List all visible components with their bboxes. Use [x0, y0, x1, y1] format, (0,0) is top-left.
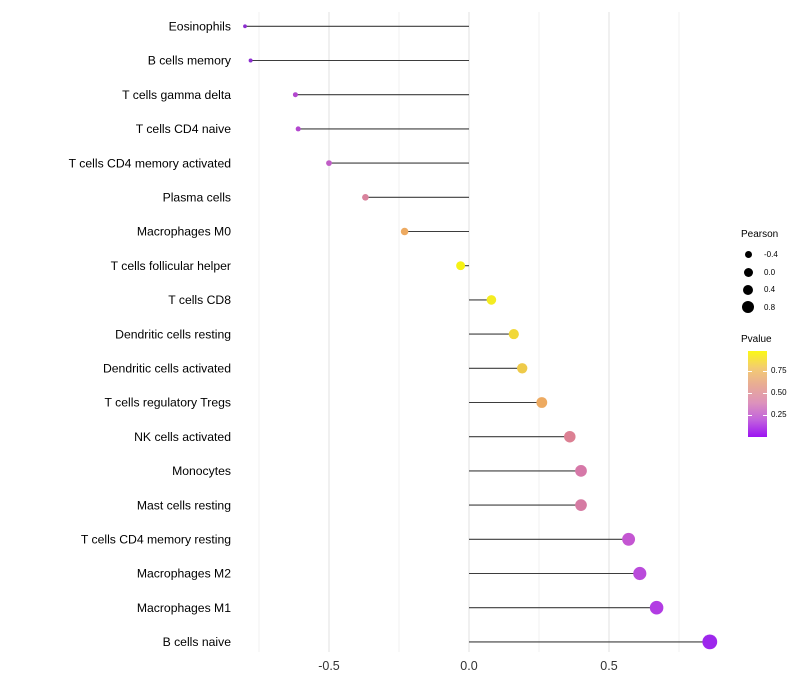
category-label: Monocytes — [172, 464, 231, 478]
lollipop-dot — [295, 126, 301, 132]
lollipop-dot — [702, 634, 718, 650]
size-legend-item: 0.0 — [741, 264, 800, 282]
color-legend-label: 0.50 — [771, 388, 787, 397]
size-legend-item: 0.4 — [741, 281, 800, 299]
category-label: T cells regulatory Tregs — [105, 396, 231, 410]
size-legend-item: 0.8 — [741, 299, 800, 317]
lollipop-dot — [536, 397, 548, 408]
x-axis-tick-label: 0.0 — [460, 659, 477, 673]
lollipop-dot — [362, 193, 369, 201]
pearson-size-legend: Pearson -0.4 0.0 0.4 0.8 — [741, 229, 800, 316]
lollipop-dot — [622, 532, 636, 546]
size-legend-item: -0.4 — [741, 246, 800, 264]
size-legend-label: 0.8 — [764, 302, 776, 312]
category-label: B cells naive — [163, 635, 232, 649]
category-label: B cells memory — [148, 54, 232, 68]
lollipop-dot — [243, 24, 247, 29]
lollipop-dot — [564, 430, 576, 443]
lollipop-dot — [508, 329, 519, 340]
category-label: T cells CD4 memory resting — [81, 533, 231, 547]
color-legend-title: Pvalue — [741, 334, 772, 345]
category-label: T cells gamma delta — [122, 88, 231, 102]
category-label: Dendritic cells resting — [115, 327, 231, 341]
lollipop-dot — [633, 566, 647, 581]
lollipop-dot — [575, 499, 587, 511]
gradient-tick — [748, 393, 767, 394]
lollipop-dot — [326, 160, 332, 166]
lollipop-dot — [486, 295, 497, 305]
size-legend-dot-icon — [742, 284, 754, 295]
size-legend-label: -0.4 — [764, 250, 778, 260]
lollipop-dot — [575, 465, 587, 477]
pvalue-gradient-bar — [748, 351, 767, 437]
lollipop-dot — [292, 92, 298, 98]
category-label: NK cells activated — [134, 430, 231, 444]
category-label: T cells CD4 memory activated — [69, 156, 231, 170]
color-legend-label: 0.75 — [771, 366, 787, 375]
size-legend-label: 0.4 — [764, 285, 776, 295]
category-label: Macrophages M0 — [137, 225, 231, 239]
x-axis-tick-label: -0.5 — [318, 659, 340, 673]
size-legend-label: 0.0 — [764, 267, 776, 277]
category-label: Eosinophils — [169, 20, 231, 34]
lollipop-dot — [456, 261, 466, 271]
size-legend-dot-icon — [744, 251, 752, 259]
x-axis-tick-label: 0.5 — [600, 659, 617, 673]
gradient-tick — [748, 415, 767, 416]
pvalue-color-legend: Pvalue 0.75 0.50 0.25 — [741, 334, 800, 437]
size-legend-dot-icon — [743, 267, 753, 277]
size-legend-title: Pearson — [741, 229, 779, 240]
lollipop-dot — [400, 227, 409, 236]
lollipop-dot — [649, 600, 664, 615]
category-label: Plasma cells — [163, 191, 231, 205]
category-label: T cells CD8 — [168, 293, 231, 307]
lollipop-dot — [517, 363, 528, 374]
category-label: Macrophages M1 — [137, 601, 231, 615]
category-label: T cells follicular helper — [111, 259, 231, 273]
gradient-tick — [748, 371, 767, 372]
category-label: Dendritic cells activated — [103, 362, 231, 376]
category-label: T cells CD4 naive — [136, 122, 232, 136]
category-label: Mast cells resting — [137, 498, 231, 512]
lollipop-dot — [248, 58, 253, 63]
size-legend-dot-icon — [742, 301, 754, 314]
color-legend-label: 0.25 — [771, 410, 787, 419]
category-label: Macrophages M2 — [137, 567, 231, 581]
